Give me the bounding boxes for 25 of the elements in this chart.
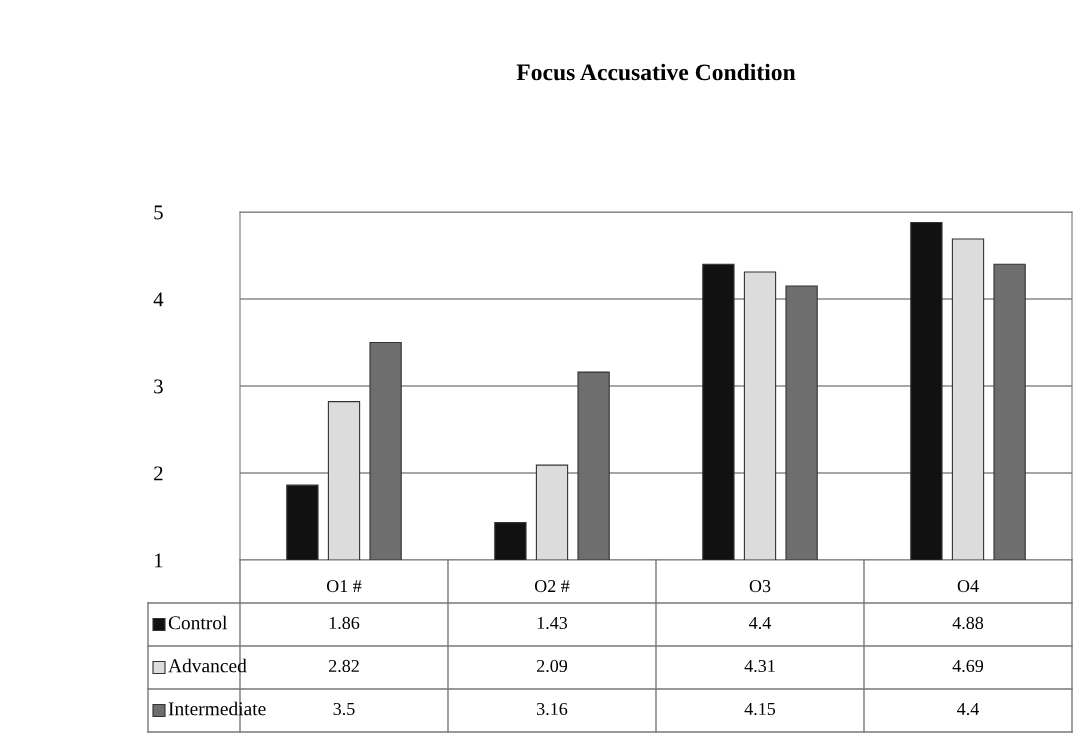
legend-label: Intermediate	[168, 701, 266, 716]
y-tick-label: 4	[153, 292, 164, 307]
x-tick-label: O3	[749, 580, 771, 593]
data-label: 4.4	[749, 616, 771, 630]
x-tick-label: O4	[957, 580, 979, 593]
x-tick-label: O1 #	[326, 580, 362, 593]
data-label: 4.15	[744, 702, 776, 716]
data-label: 2.82	[328, 659, 359, 673]
legend-label: Advanced	[168, 658, 247, 673]
data-label: 2.09	[536, 659, 568, 673]
y-tick-label: 3	[154, 379, 163, 394]
data-label: 3.16	[537, 702, 568, 716]
legend-label: Control	[168, 615, 228, 630]
y-tick-label: 5	[154, 205, 163, 220]
data-label: 4.69	[952, 659, 984, 673]
data-label: 4.4	[957, 702, 979, 716]
y-tick-label: 1	[155, 553, 163, 568]
data-label: 4.31	[744, 659, 775, 673]
x-tick-label: O2 #	[534, 580, 570, 593]
y-tick-label: 2	[154, 466, 163, 481]
chart-title: Focus Accusative Condition	[516, 63, 796, 81]
data-label: 1.43	[537, 616, 568, 630]
data-label: 4.88	[952, 616, 984, 630]
data-label: 3.5	[333, 702, 355, 716]
data-label: 1.86	[329, 616, 360, 630]
